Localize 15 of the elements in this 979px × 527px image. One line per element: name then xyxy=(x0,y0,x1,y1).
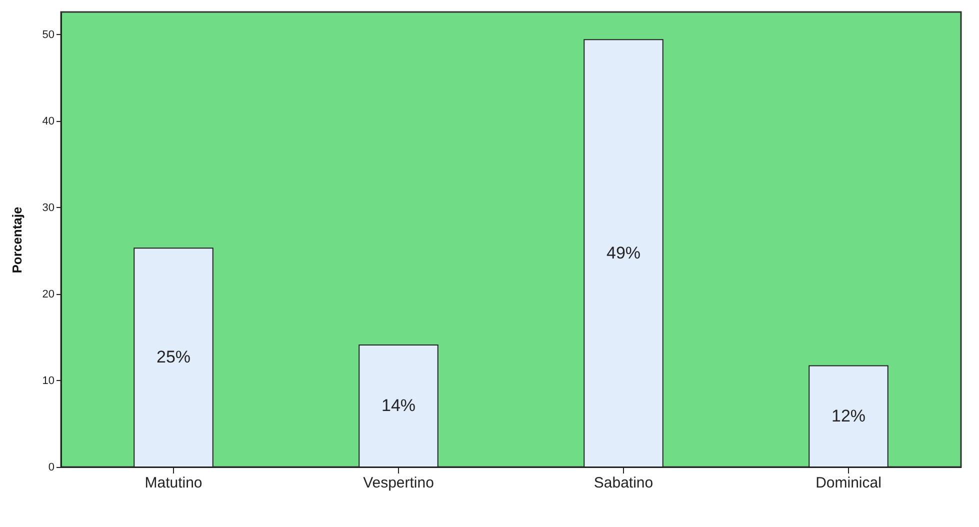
y-axis-title: Porcentaje xyxy=(9,206,24,274)
y-tick-label: 10 xyxy=(42,375,54,387)
x-tick-label: Sabatino xyxy=(594,474,654,492)
y-tick-label: 0 xyxy=(48,462,54,474)
x-tick-label: Matutino xyxy=(144,474,202,492)
data-label: 25% xyxy=(156,348,191,367)
data-label: 12% xyxy=(831,406,866,426)
data-label: 14% xyxy=(381,396,416,416)
x-tick-label: Dominical xyxy=(816,474,882,492)
y-tick-label: 20 xyxy=(42,288,54,300)
y-tick-label: 50 xyxy=(42,28,54,41)
data-label: 49% xyxy=(606,243,641,262)
x-tick-label: Vespertino xyxy=(363,474,434,492)
y-tick-label: 30 xyxy=(42,202,54,214)
y-tick-label: 40 xyxy=(42,115,54,128)
